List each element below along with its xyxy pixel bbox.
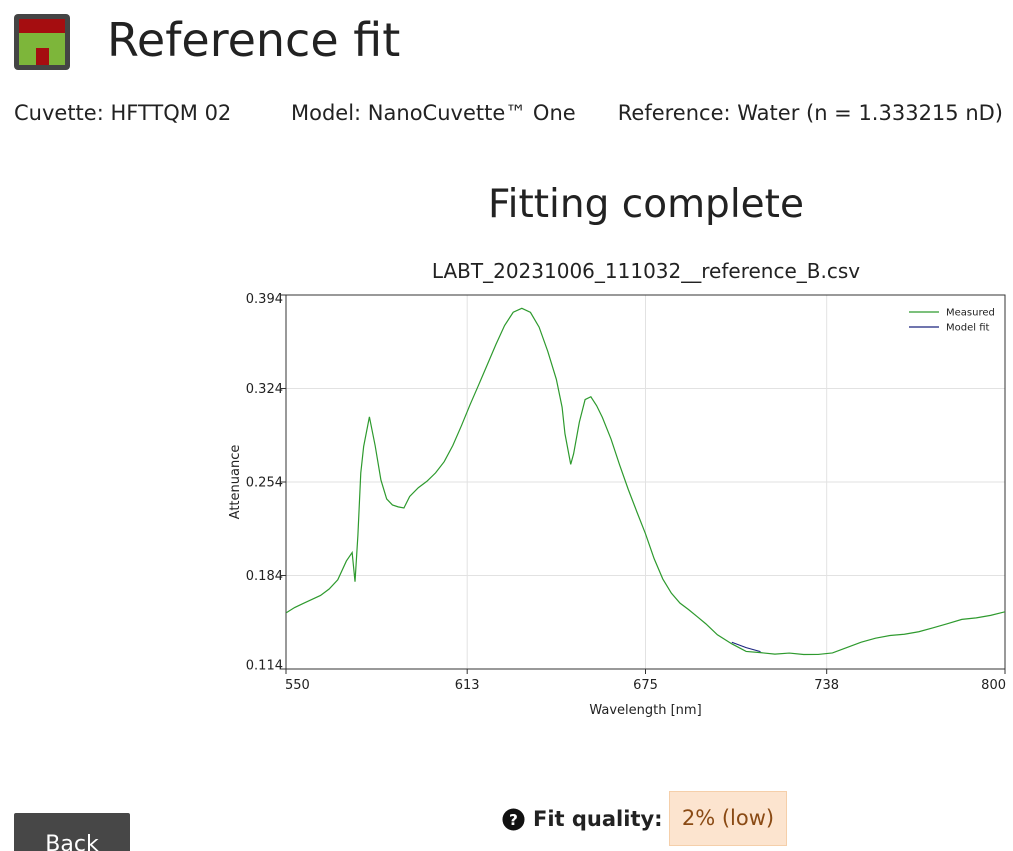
fit-status-heading: Fitting complete	[488, 182, 804, 227]
x-tick-label: 738	[814, 678, 839, 693]
series-line-measured	[286, 307, 1005, 656]
app-logo-icon	[14, 14, 70, 70]
x-tick-label: 800	[981, 678, 1006, 693]
svg-text:?: ?	[509, 810, 518, 828]
y-tick-label: 0.254	[246, 476, 283, 491]
legend-label: Measured	[946, 308, 995, 319]
legend-label: Model fit	[946, 323, 990, 334]
cuvette-info: Cuvette: HFTTQM 02	[14, 101, 232, 125]
x-axis-label: Wavelength [nm]	[589, 703, 701, 718]
page-title: Reference fit	[107, 13, 401, 67]
fit-quality: ? Fit quality:	[502, 800, 663, 838]
reference-info: Reference: Water (n = 1.333215 nD)	[617, 101, 1003, 125]
x-tick-label: 675	[633, 678, 658, 693]
back-button[interactable]: Back	[14, 813, 130, 851]
y-tick-label: 0.184	[246, 569, 283, 584]
y-tick-label: 0.114	[246, 659, 283, 674]
help-circle-icon[interactable]: ?	[502, 807, 525, 831]
fit-quality-label: Fit quality:	[533, 807, 663, 831]
y-tick-label: 0.394	[246, 292, 283, 307]
chart-legend: Measured Model fit	[909, 308, 995, 334]
y-tick-label: 0.324	[246, 382, 283, 397]
x-tick-label: 613	[455, 678, 480, 693]
fit-quality-value: 2% (low)	[669, 791, 787, 846]
model-info: Model: NanoCuvette™ One	[291, 101, 576, 125]
series-line-model-fit	[731, 641, 761, 653]
attenuance-chart: 550 613 675 738 800 0.114 0.184 0.254 0.324 0.394…	[228, 292, 1006, 718]
x-tick-label: 550	[285, 678, 310, 693]
chart-title: LABT_20231006_111032__reference_B.csv	[431, 259, 861, 283]
y-axis-label: Attenuance	[228, 445, 243, 520]
